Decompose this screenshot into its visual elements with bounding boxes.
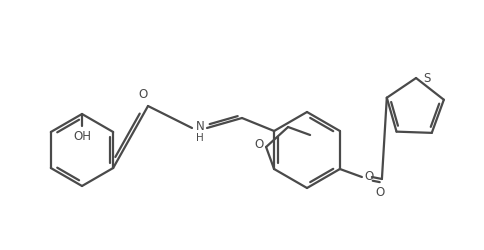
Text: H: H <box>196 133 203 143</box>
Text: O: O <box>138 88 147 101</box>
Text: O: O <box>254 138 263 151</box>
Text: OH: OH <box>73 130 91 142</box>
Text: O: O <box>375 186 384 200</box>
Text: S: S <box>423 72 430 85</box>
Text: N: N <box>195 120 204 132</box>
Text: O: O <box>363 170 373 183</box>
